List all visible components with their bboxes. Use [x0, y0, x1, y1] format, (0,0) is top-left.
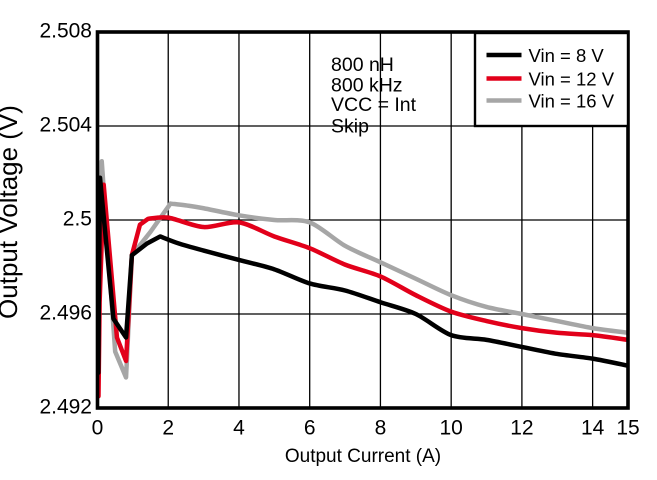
svg-text:15: 15	[616, 417, 639, 440]
svg-text:Skip: Skip	[331, 116, 369, 138]
svg-text:Vin = 16 V: Vin = 16 V	[529, 91, 615, 112]
svg-text:Vin = 8 V: Vin = 8 V	[529, 45, 605, 66]
svg-text:2.5: 2.5	[63, 208, 92, 231]
svg-text:VCC = Int: VCC = Int	[331, 94, 417, 116]
svg-text:14: 14	[581, 417, 605, 440]
svg-text:Output Current (A): Output Current (A)	[285, 446, 441, 467]
svg-text:6: 6	[304, 417, 316, 440]
svg-text:2: 2	[162, 417, 174, 440]
svg-text:800 nH: 800 nH	[331, 54, 394, 76]
svg-text:Output Voltage (V): Output Voltage (V)	[0, 105, 23, 319]
svg-text:10: 10	[439, 417, 462, 440]
svg-text:2.504: 2.504	[39, 114, 92, 137]
svg-text:8: 8	[375, 417, 387, 440]
svg-text:2.496: 2.496	[39, 302, 92, 325]
svg-text:0: 0	[92, 417, 104, 440]
svg-text:4: 4	[233, 417, 245, 440]
svg-text:Vin = 12 V: Vin = 12 V	[529, 69, 615, 90]
svg-text:12: 12	[510, 417, 533, 440]
svg-text:2.492: 2.492	[39, 396, 92, 419]
svg-text:2.508: 2.508	[39, 20, 92, 43]
